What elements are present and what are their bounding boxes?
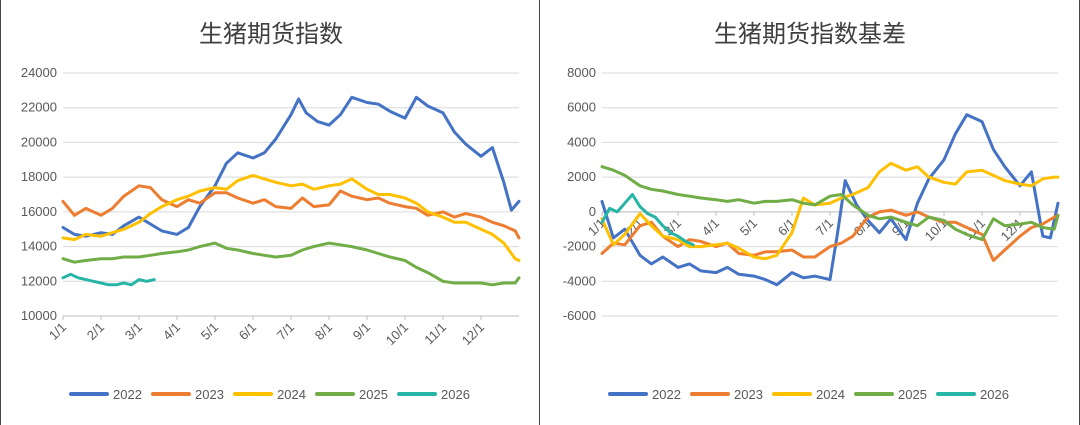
chart2-series-line-2026 bbox=[600, 193, 695, 247]
chart1-series-line-2024 bbox=[61, 173, 521, 262]
chart2-legend-label-2024: 2024 bbox=[816, 387, 845, 402]
chart1-x-tick-label: 8/1 bbox=[312, 320, 335, 343]
chart2-x-tick-label: 4/1 bbox=[699, 215, 722, 238]
chart1-x-tick-label: 4/1 bbox=[160, 320, 183, 343]
chart1-legend-label-2022: 2022 bbox=[113, 387, 142, 402]
chart2-legend-label-2026: 2026 bbox=[980, 387, 1009, 402]
chart1-x-tick-label: 10/1 bbox=[383, 320, 412, 349]
chart1-legend-label-2024: 2024 bbox=[277, 387, 306, 402]
chart1-x-tick-label: 5/1 bbox=[198, 320, 221, 343]
chart1-x-tick-label: 12/1 bbox=[459, 320, 488, 349]
chart1-y-tick-label: 12000 bbox=[21, 273, 57, 288]
chart1-x-tick-label: 6/1 bbox=[236, 320, 259, 343]
chart1-x-tick-label: 7/1 bbox=[274, 320, 297, 343]
chart2-series-line-2024 bbox=[600, 161, 1060, 261]
chart2-legend-label-2023: 2023 bbox=[734, 387, 763, 402]
chart2-title: 生猪期货指数基差 bbox=[714, 20, 906, 48]
chart2-y-tick-label: 8000 bbox=[567, 65, 596, 80]
chart1-legend-label-2023: 2023 bbox=[195, 387, 224, 402]
chart2-series-line-2023 bbox=[600, 208, 1060, 262]
chart1-y-tick-label: 24000 bbox=[21, 65, 57, 80]
chart2-y-tick-label: 6000 bbox=[567, 100, 596, 115]
chart1-series-line-2025 bbox=[61, 241, 521, 287]
chart2-y-tick-label: -6000 bbox=[563, 308, 596, 323]
chart2-series-line-2022 bbox=[600, 113, 1060, 287]
basis-chart: 生猪期货指数基差 -6000 -4000 -2000 0 2000 4000 6000 8000… bbox=[563, 20, 1060, 402]
chart1-legend-label-2026: 2026 bbox=[441, 387, 470, 402]
chart2-legend-label-2025: 2025 bbox=[898, 387, 927, 402]
chart2-x-tick-label: 5/1 bbox=[737, 215, 760, 238]
chart2-y-tick-label: -4000 bbox=[563, 273, 596, 288]
chart1-x-tick-label: 3/1 bbox=[122, 320, 145, 343]
chart-panel-futures-index: 生猪期货指数 10000 12000 14000 16000 18000 20000 2200… bbox=[0, 0, 540, 425]
chart2-x-tick-label: 7/1 bbox=[813, 215, 836, 238]
chart2-legend-label-2022: 2022 bbox=[652, 387, 681, 402]
chart2-series-line-2025 bbox=[600, 165, 1060, 242]
chart1-title: 生猪期货指数 bbox=[199, 20, 343, 48]
chart1-y-tick-label: 20000 bbox=[21, 134, 57, 149]
chart1-series-line-2026 bbox=[61, 272, 156, 287]
chart2-x-tick-label: 12/1 bbox=[998, 215, 1027, 244]
chart-panel-basis: 生猪期货指数基差 -6000 -4000 -2000 0 2000 4000 6000 8000… bbox=[540, 0, 1080, 425]
chart1-x-tick-label: 11/1 bbox=[421, 320, 449, 348]
chart1-x-tick-label: 1/1 bbox=[46, 320, 69, 343]
chart1-y-tick-label: 18000 bbox=[21, 169, 57, 184]
chart1-y-tick-label: 22000 bbox=[21, 100, 57, 115]
chart2-y-tick-label: -2000 bbox=[563, 239, 596, 254]
chart1-series-line-2023 bbox=[61, 184, 521, 240]
chart1-x-tick-label: 9/1 bbox=[350, 320, 373, 343]
chart1-x-tick-label: 2/1 bbox=[84, 320, 107, 343]
chart2-y-tick-label: 0 bbox=[589, 204, 596, 219]
chart1-y-tick-label: 10000 bbox=[21, 308, 57, 323]
chart1-legend-label-2025: 2025 bbox=[359, 387, 388, 402]
chart2-y-tick-label: 2000 bbox=[567, 169, 596, 184]
chart2-y-tick-label: 4000 bbox=[567, 134, 596, 149]
chart1-y-tick-label: 14000 bbox=[21, 239, 57, 254]
chart1-y-tick-label: 16000 bbox=[21, 204, 57, 219]
futures-index-chart: 生猪期货指数 10000 12000 14000 16000 18000 20000 2200… bbox=[21, 20, 521, 402]
